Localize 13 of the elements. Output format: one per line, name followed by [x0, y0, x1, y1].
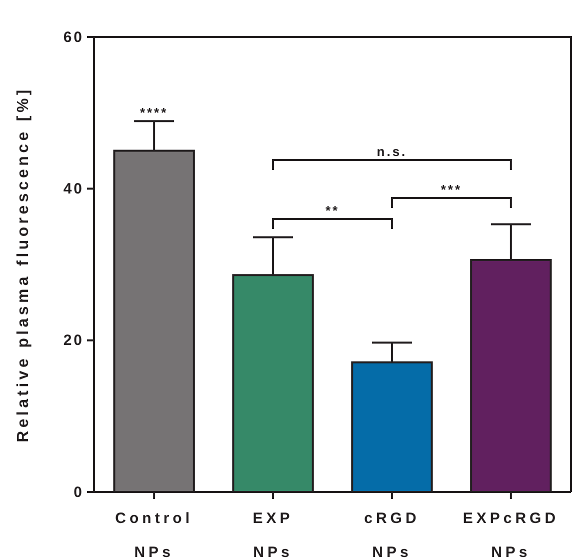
annotation: n.s. [376, 144, 408, 159]
y-tick-label: 20 [63, 332, 84, 350]
x-tick-label: cRGD NPs [364, 510, 420, 560]
annotation: *** [440, 182, 462, 197]
annotation: **** [140, 105, 168, 120]
y-tick-label: 60 [63, 28, 84, 46]
x-tick-label: Control NPs [115, 510, 193, 560]
y-tick-label: 40 [63, 180, 84, 198]
x-tick-label: EXPcRGD NPs [462, 510, 560, 560]
x-tick-label: EXP NPs [252, 510, 294, 560]
y-tick-label: 0 [74, 484, 84, 501]
y-axis-title: Relative plasma fluorescence [%] [15, 86, 32, 442]
annotation: ** [325, 203, 340, 218]
